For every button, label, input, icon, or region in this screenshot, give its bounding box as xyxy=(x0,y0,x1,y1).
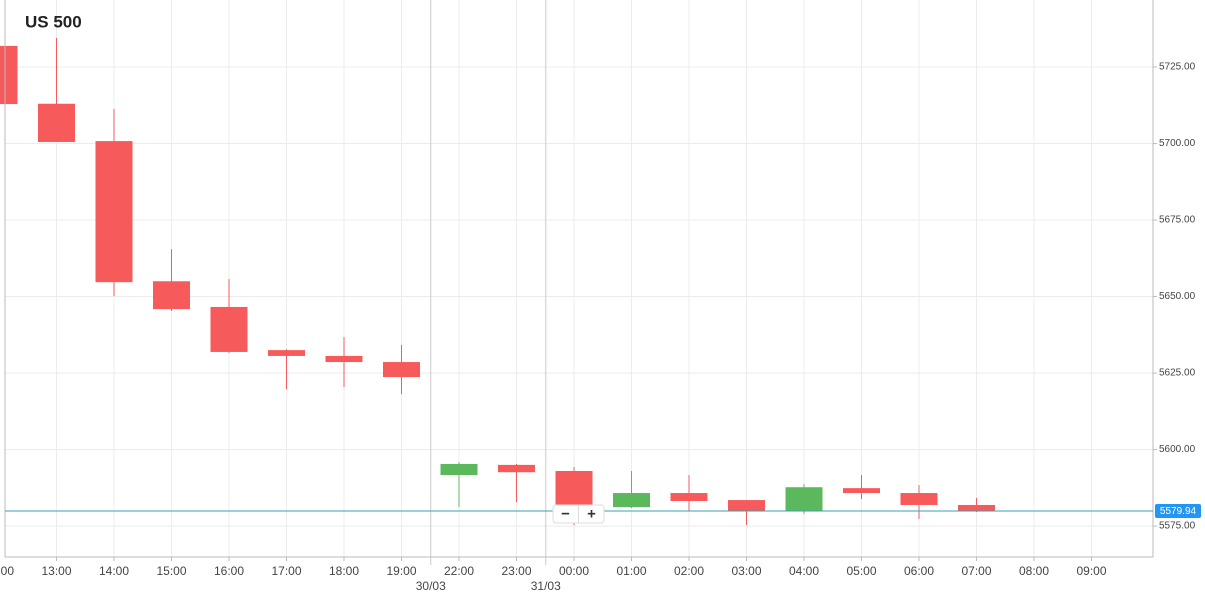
candle-body xyxy=(268,350,305,356)
candle-body xyxy=(958,504,995,512)
x-tick-label: 01:00 xyxy=(616,564,646,578)
x-tick-label: 02:00 xyxy=(674,564,704,578)
y-tick-label: 5725.00 xyxy=(1159,62,1196,73)
x-tick-label: 03:00 xyxy=(731,564,761,578)
chart-title: US 500 xyxy=(25,12,82,31)
y-tick-label: 5600.00 xyxy=(1159,444,1196,455)
x-tick-label: 06:00 xyxy=(904,564,934,578)
candle-body xyxy=(900,493,938,505)
zoom-out-button[interactable]: − xyxy=(561,505,570,522)
x-tick-label: 23:00 xyxy=(501,564,531,578)
x-tick-label: 19:00 xyxy=(386,564,416,578)
candle-body xyxy=(555,471,593,505)
candle-body xyxy=(613,493,650,508)
x-tick-label: 09:00 xyxy=(1076,564,1106,578)
y-tick-label: 5675.00 xyxy=(1159,215,1196,226)
x-tick-label: 05:00 xyxy=(846,564,876,578)
x-tick-label: 18:00 xyxy=(329,564,359,578)
x-tick-label: 04:00 xyxy=(789,564,819,578)
last-price-label: 5579.94 xyxy=(1160,506,1197,517)
candle-body xyxy=(210,306,248,352)
last-price-box xyxy=(1155,503,1201,518)
candle-body xyxy=(785,487,823,512)
y-tick-label: 5700.00 xyxy=(1159,138,1196,149)
candle-body xyxy=(95,141,133,283)
x-tick-label: 15:00 xyxy=(156,564,186,578)
x-tick-label: 12:00 xyxy=(0,564,14,578)
x-tick-label: 08:00 xyxy=(1019,564,1049,578)
candle-body xyxy=(728,500,765,512)
y-tick-label: 5650.00 xyxy=(1159,291,1196,302)
candle-body xyxy=(153,281,190,310)
date-label: 31/03 xyxy=(531,579,561,593)
candle-body xyxy=(440,463,478,475)
candle-body xyxy=(498,464,535,473)
candles xyxy=(0,37,995,526)
candle-body xyxy=(383,362,420,378)
y-tick-label: 5625.00 xyxy=(1159,368,1196,379)
zoom-in-button[interactable]: + xyxy=(587,505,596,522)
x-tick-label: 22:00 xyxy=(444,564,474,578)
x-tick-label: 14:00 xyxy=(99,564,129,578)
x-tick-label: 17:00 xyxy=(271,564,301,578)
candle-body xyxy=(38,103,75,143)
candle-body xyxy=(325,355,363,363)
candle-body xyxy=(0,45,18,105)
x-tick-label: 00:00 xyxy=(559,564,589,578)
x-tick-label: 07:00 xyxy=(961,564,991,578)
candle-body xyxy=(670,493,708,501)
x-tick-label: 13:00 xyxy=(41,564,71,578)
y-tick-label: 5575.00 xyxy=(1159,521,1196,532)
x-tick-label: 16:00 xyxy=(214,564,244,578)
candle-body xyxy=(843,488,880,494)
date-label: 30/03 xyxy=(416,579,446,593)
